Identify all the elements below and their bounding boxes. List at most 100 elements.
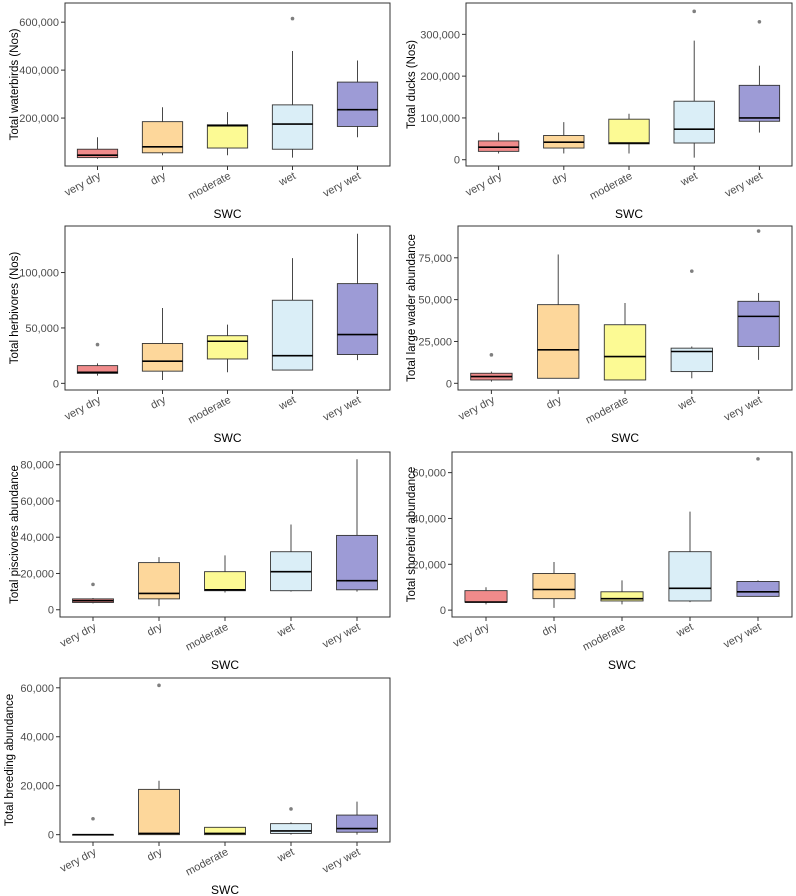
figure-canvas: 200,000 400,000 600,000 very dry dry moderate…: [0, 0, 796, 896]
outlier-point: [757, 229, 761, 233]
y-tick-label: 400,000: [19, 65, 59, 77]
x-axis-title: SWC: [608, 658, 636, 672]
box-iqr: [337, 815, 378, 832]
x-category-label: wet: [676, 394, 698, 413]
y-axis-title: Total large wader abundance: [406, 234, 418, 382]
box-iqr: [609, 119, 649, 144]
y-tick-label: 50,000: [25, 323, 59, 335]
x-category-label: dry: [544, 394, 564, 412]
y-tick-label: 0: [48, 830, 54, 842]
x-category-label: moderate: [186, 394, 233, 426]
chart-panel: 0 20,000 40,000 60,000 very dry dry moderate we…: [406, 452, 792, 672]
y-tick-label: 0: [440, 605, 446, 617]
outlier-point: [758, 20, 762, 24]
outlier-point: [690, 269, 694, 273]
chart-panel: 0 20,000 40,000 60,000 very dry dry moderate we…: [4, 678, 390, 896]
x-category-label: dry: [149, 170, 169, 188]
x-category-label: moderate: [186, 170, 233, 202]
y-axis-title: Total shorebird abundance: [406, 467, 418, 603]
outlier-point: [692, 10, 696, 14]
x-category-label: dry: [550, 170, 570, 188]
box-iqr: [669, 552, 711, 601]
y-tick-label: 60,000: [20, 683, 54, 695]
y-tick-label: 300,000: [420, 29, 460, 41]
box-iqr: [272, 105, 312, 149]
x-category-label: wet: [674, 621, 696, 640]
x-axis-title: SWC: [214, 431, 242, 445]
y-tick-label: 600,000: [19, 17, 59, 29]
y-tick-label: 40,000: [20, 532, 54, 544]
x-category-label: very wet: [723, 170, 765, 200]
x-category-label: very dry: [58, 621, 99, 650]
y-tick-label: 25,000: [418, 336, 452, 348]
y-tick-label: 60,000: [20, 496, 54, 508]
outlier-point: [490, 353, 494, 357]
x-category-label: very dry: [464, 170, 505, 199]
x-category-label: very dry: [58, 846, 99, 875]
x-category-label: very wet: [321, 846, 363, 876]
y-tick-label: 200,000: [420, 71, 460, 83]
x-category-label: moderate: [184, 846, 231, 878]
chart-panel: 0 100,000 200,000 300,000 very dry dry moderat…: [406, 3, 792, 221]
box-iqr: [207, 336, 247, 359]
box-iqr: [77, 149, 117, 157]
y-tick-label: 0: [53, 378, 59, 390]
y-tick-label: 100,000: [19, 268, 59, 280]
box-iqr: [737, 581, 779, 596]
y-tick-label: 75,000: [418, 253, 452, 265]
box-iqr: [604, 325, 645, 380]
x-category-label: wet: [276, 170, 298, 189]
box-iqr: [337, 535, 378, 589]
x-category-label: very wet: [321, 621, 363, 651]
box-iqr: [738, 301, 779, 346]
y-tick-label: 0: [446, 378, 452, 390]
box-iqr: [207, 125, 247, 148]
box-iqr: [674, 101, 714, 143]
box-iqr: [142, 343, 182, 371]
box-iqr: [139, 789, 180, 834]
y-tick-label: 100,000: [420, 113, 460, 125]
box-iqr: [142, 122, 182, 153]
x-category-label: very dry: [63, 170, 104, 199]
chart-panel: 200,000 400,000 600,000 very dry dry moderate…: [9, 0, 390, 221]
box-iqr: [478, 141, 518, 151]
x-category-label: dry: [540, 621, 560, 639]
y-tick-label: 0: [454, 155, 460, 167]
x-axis-title: SWC: [211, 658, 239, 672]
y-axis-title: Total herbivores (Nos): [9, 252, 21, 365]
box-iqr: [271, 824, 312, 834]
outlier-point: [291, 17, 295, 21]
box-iqr: [537, 305, 578, 379]
outlier-point: [96, 343, 100, 347]
y-axis-title: Total piscivores abundance: [9, 465, 21, 604]
x-category-label: very wet: [722, 394, 764, 424]
x-axis-title: SWC: [611, 431, 639, 445]
y-tick-label: 50,000: [418, 295, 452, 307]
y-tick-label: 20,000: [20, 568, 54, 580]
box-iqr: [272, 300, 312, 370]
x-category-label: wet: [276, 394, 298, 413]
chart-panel: 025,00050,00075,000very dry dry moderate we…: [406, 226, 792, 445]
chart-panel: 0 20,000 40,000 60,000 80,000 very dry dry mode…: [9, 452, 390, 672]
y-axis-title: Total breeding abundance: [4, 694, 16, 826]
box-iqr: [533, 573, 575, 598]
x-category-label: wet: [275, 846, 297, 865]
y-tick-label: 0: [48, 605, 54, 617]
x-category-label: very dry: [451, 621, 492, 650]
y-tick-label: 80,000: [20, 460, 54, 472]
x-category-label: dry: [145, 621, 165, 639]
x-category-label: dry: [149, 394, 169, 412]
x-category-label: wet: [678, 170, 700, 189]
x-category-label: moderate: [184, 621, 231, 653]
box-iqr: [465, 591, 507, 602]
box-iqr: [601, 592, 643, 601]
x-category-label: very wet: [722, 621, 764, 651]
x-axis-title: SWC: [211, 883, 239, 896]
y-tick-label: 40,000: [20, 732, 54, 744]
x-category-label: moderate: [581, 621, 628, 653]
y-axis-title: Total waterbirds (Nos): [9, 28, 21, 140]
x-category-label: wet: [275, 621, 297, 640]
x-category-label: moderate: [588, 170, 635, 202]
y-axis-title: Total ducks (Nos): [406, 40, 418, 129]
box-iqr: [337, 284, 377, 355]
